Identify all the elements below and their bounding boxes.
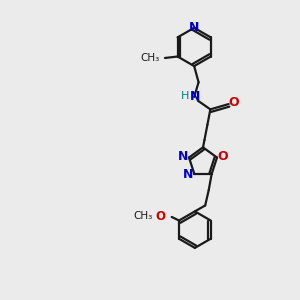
- Text: N: N: [183, 168, 194, 181]
- Text: O: O: [217, 150, 228, 163]
- Text: N: N: [189, 21, 200, 34]
- Text: H: H: [181, 91, 189, 101]
- Text: O: O: [229, 96, 239, 109]
- Text: N: N: [178, 150, 188, 164]
- Text: O: O: [155, 210, 165, 223]
- Text: CH₃: CH₃: [133, 211, 153, 221]
- Text: CH₃: CH₃: [141, 53, 160, 63]
- Text: N: N: [190, 90, 200, 103]
